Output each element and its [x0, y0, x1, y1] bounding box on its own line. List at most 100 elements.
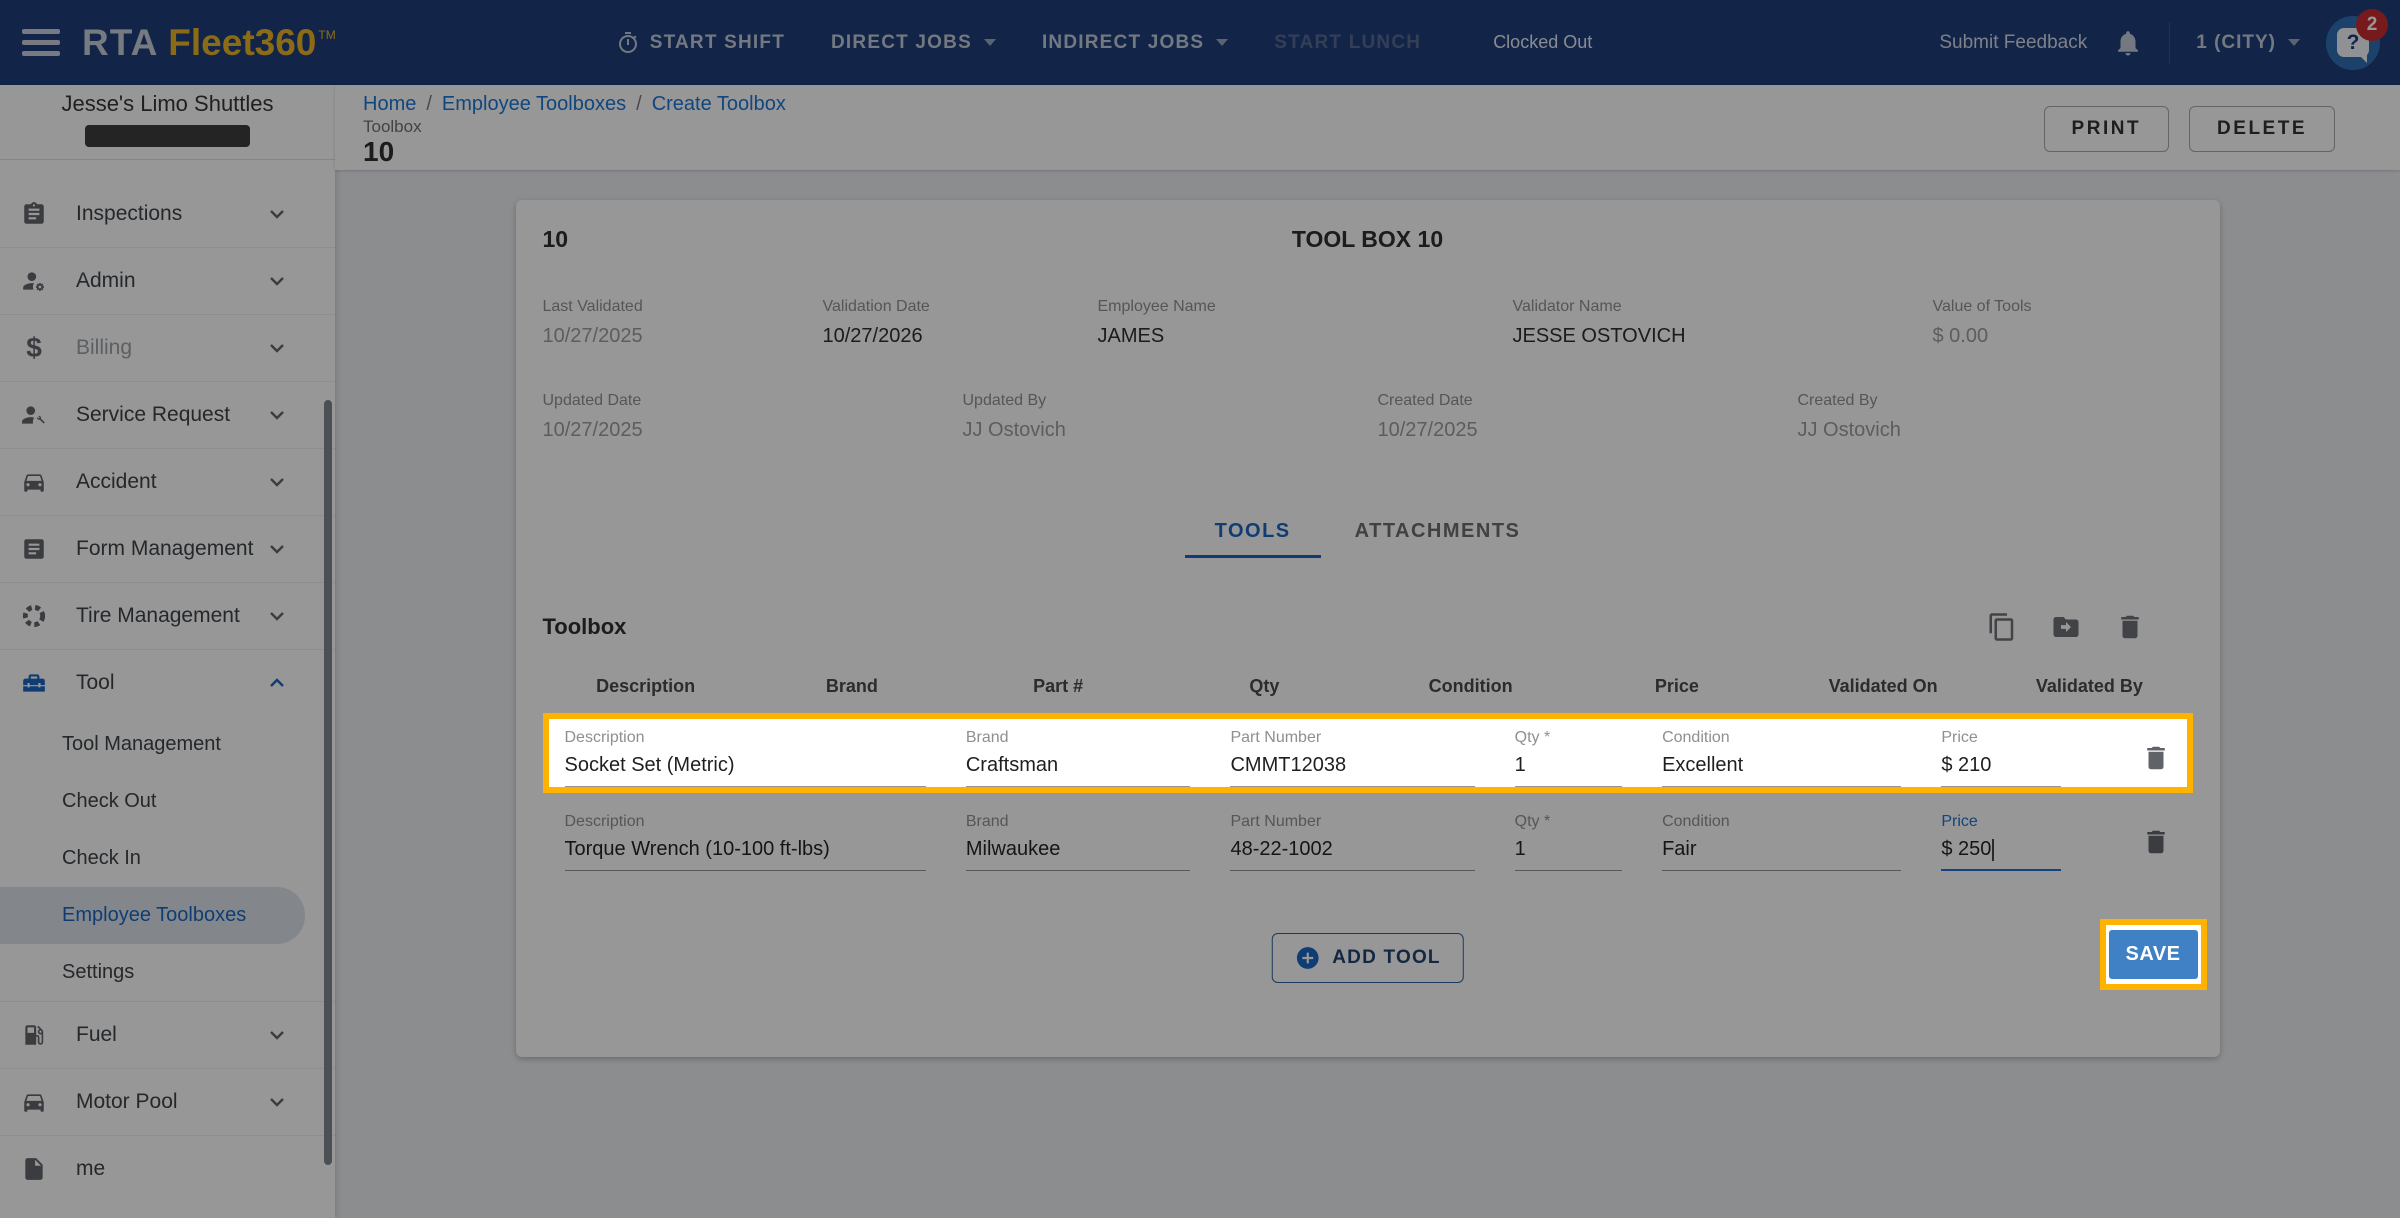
sidebar-item-form-management[interactable]: Form Management [0, 515, 335, 582]
sidebar-item-billing[interactable]: Billing [0, 314, 335, 381]
qty-input[interactable]: 1 [1514, 754, 1623, 787]
save-button[interactable]: SAVE [2108, 930, 2198, 979]
employee-name-input[interactable]: JAMES [1097, 325, 1165, 347]
copy-icon[interactable] [1987, 612, 2017, 642]
field-last-validated: Last Validated 10/27/2025 [543, 298, 823, 348]
indirect-jobs-menu[interactable]: INDIRECT JOBS [1041, 31, 1229, 54]
delete-trash-icon[interactable] [2115, 612, 2145, 642]
sidebar-item-check-in[interactable]: Check In [0, 830, 335, 887]
info-row-2: Updated Date 10/27/2025 Updated By JJ Os… [543, 392, 2193, 442]
sidebar: Jesse's Limo Shuttles Inspections Admin … [0, 85, 335, 1218]
row-delete-trash-icon[interactable] [2141, 743, 2171, 773]
description-field: Description Socket Set (Metric) [564, 729, 926, 787]
sidebar-item-settings[interactable]: Settings [0, 944, 335, 1001]
condition-input[interactable]: Excellent [1662, 754, 1902, 787]
indirect-jobs-label: INDIRECT JOBS [1041, 31, 1205, 53]
page-title: 10 [363, 136, 395, 167]
sidebar-item-admin[interactable]: Admin [0, 247, 335, 314]
description-input[interactable]: Socket Set (Metric) [564, 754, 926, 787]
tool-row: Description Torque Wrench (10-100 ft-lbs… [543, 797, 2193, 877]
sidebar-item-fuel[interactable]: Fuel [0, 1001, 335, 1068]
start-lunch-button: START LUNCH [1274, 32, 1421, 54]
chevron-down-icon [265, 1023, 289, 1047]
submenu-label: Settings [62, 961, 135, 983]
file-icon [20, 1156, 48, 1182]
direct-jobs-menu[interactable]: DIRECT JOBS [831, 32, 996, 54]
clipboard-icon [20, 201, 48, 227]
help-avatar-button[interactable]: ? 2 [2326, 8, 2388, 70]
brand-input[interactable]: Craftsman [965, 754, 1191, 787]
field-updated-by: Updated By JJ Ostovich [963, 392, 1378, 442]
field-created-by: Created By JJ Ostovich [1798, 392, 1901, 442]
field-label: Last Validated [542, 298, 643, 315]
field-label: Price [1941, 813, 1978, 830]
field-label: Brand [965, 813, 1009, 830]
document-lines-icon [20, 536, 48, 562]
direct-jobs-label: DIRECT JOBS [831, 31, 972, 53]
submenu-label: Employee Toolboxes [62, 904, 247, 926]
field-label: Qty * [1514, 729, 1551, 746]
field-label: Description [564, 813, 645, 830]
logo-fleet360: Fleet360 [168, 21, 317, 63]
breadcrumb-home[interactable]: Home [363, 93, 417, 115]
brand-input[interactable]: Milwaukee [965, 838, 1191, 871]
price-input[interactable]: $ 210 [1941, 754, 2061, 787]
field-label: Created By [1797, 392, 1878, 409]
submit-feedback-link[interactable]: Submit Feedback [1939, 31, 2088, 53]
menu-icon[interactable] [22, 29, 60, 56]
logo-rta: RTA [82, 21, 159, 63]
notifications-bell-icon[interactable] [2113, 28, 2143, 58]
sidebar-item-employee-toolboxes[interactable]: Employee Toolboxes [0, 887, 335, 944]
qty-input[interactable]: 1 [1514, 838, 1623, 871]
sidebar-item-tool-management[interactable]: Tool Management [0, 716, 335, 773]
field-updated-date: Updated Date 10/27/2025 [543, 392, 963, 442]
sidebar-item-label: Tire Management [76, 604, 240, 627]
part-number-input[interactable]: CMMT12038 [1230, 754, 1475, 787]
validation-date-input[interactable]: 10/27/2026 [822, 325, 923, 347]
field-value: $ 0.00 [1932, 325, 1989, 347]
start-shift-label: START SHIFT [649, 31, 785, 53]
move-to-folder-icon[interactable] [2051, 612, 2081, 642]
sidebar-item-motor-pool[interactable]: Motor Pool [0, 1068, 335, 1135]
row-delete-trash-icon[interactable] [2141, 827, 2171, 857]
validator-name-input[interactable]: JESSE OSTOVICH [1512, 325, 1686, 347]
sidebar-item-service-request[interactable]: Service Request [0, 381, 335, 448]
field-label: Condition [1662, 729, 1730, 746]
info-row-1: Last Validated 10/27/2025 Validation Dat… [543, 298, 2193, 348]
price-input[interactable]: $ 250 [1941, 838, 1992, 860]
tab-tools[interactable]: TOOLS [1184, 506, 1321, 558]
toolbox-section-header: Toolbox [543, 612, 2193, 642]
print-button[interactable]: PRINT [2043, 106, 2170, 152]
description-input[interactable]: Torque Wrench (10-100 ft-lbs) [564, 838, 926, 871]
field-label: Value of Tools [1932, 298, 2032, 315]
sidebar-item-tire-management[interactable]: Tire Management [0, 582, 335, 649]
sidebar-item-label: me [76, 1157, 106, 1180]
condition-input[interactable]: Fair [1662, 838, 1902, 871]
tab-bar: TOOLS ATTACHMENTS [543, 506, 2193, 558]
sidebar-item-accident[interactable]: Accident [0, 448, 335, 515]
sidebar-item-me[interactable]: me [0, 1135, 335, 1202]
part-number-input[interactable]: 48-22-1002 [1230, 838, 1475, 871]
breadcrumb-create-toolbox[interactable]: Create Toolbox [651, 93, 786, 115]
sidebar-header: Jesse's Limo Shuttles [0, 85, 335, 160]
add-tool-button[interactable]: ADD TOOL [1271, 933, 1464, 983]
delete-button[interactable]: DELETE [2189, 106, 2335, 152]
sidebar-item-label: Inspections [76, 201, 183, 225]
sidebar-item-tool[interactable]: Tool [0, 649, 335, 716]
field-value-of-tools: Value of Tools $ 0.00 [1933, 298, 2032, 348]
sidebar-item-label: Form Management [76, 537, 254, 560]
sidebar-scrollbar[interactable] [324, 400, 332, 1165]
start-shift-button[interactable]: START SHIFT [616, 31, 785, 55]
tab-attachments[interactable]: ATTACHMENTS [1354, 520, 1521, 542]
breadcrumb-employee-toolboxes[interactable]: Employee Toolboxes [441, 93, 627, 115]
chevron-down-icon [265, 202, 289, 226]
tire-icon [20, 603, 48, 629]
field-validation-date: Validation Date 10/27/2026 [823, 298, 1098, 348]
org-selector[interactable]: 1 (CITY) [2196, 32, 2300, 54]
chevron-down-icon [265, 403, 289, 427]
admin-person-gear-icon [20, 268, 48, 294]
breadcrumb: Home / Employee Toolboxes / Create Toolbox [363, 93, 2400, 115]
sidebar-item-check-out[interactable]: Check Out [0, 773, 335, 830]
field-label: Validator Name [1512, 298, 1622, 315]
sidebar-item-inspections[interactable]: Inspections [0, 180, 335, 247]
